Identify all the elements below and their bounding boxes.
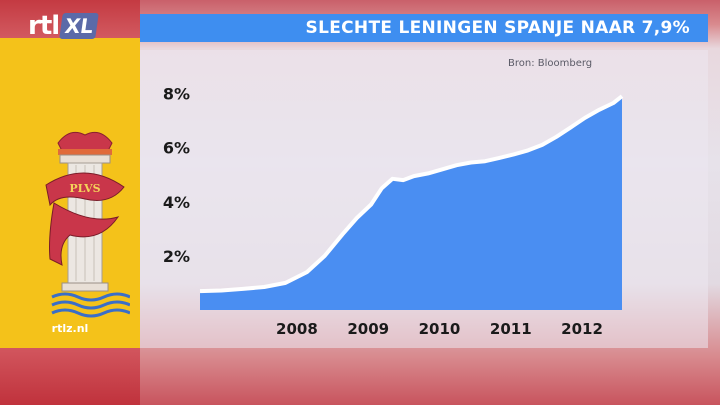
logo-main: rtl	[28, 11, 60, 41]
x-tick-label: 2009	[347, 320, 389, 338]
flag-bottom-stripe	[0, 348, 140, 405]
source-label: Bron: Bloomberg	[508, 58, 593, 69]
series-line	[199, 94, 624, 294]
y-tick-label: 2%	[163, 247, 190, 266]
channel-logo: rtl XL	[28, 10, 100, 42]
site-url: rtlz.nl	[51, 322, 89, 335]
title-bar: SLECHTE LENINGEN SPANJE NAAR 7,9%	[140, 14, 708, 42]
pillar-crest-icon: PLVS	[45, 131, 130, 318]
y-tick-label: 8%	[163, 85, 190, 104]
area-fill	[200, 96, 622, 310]
crest-motto: PLVS	[69, 182, 100, 195]
y-tick-label: 4%	[163, 193, 190, 212]
chart-title: SLECHTE LENINGEN SPANJE NAAR 7,9%	[305, 18, 690, 38]
x-tick-label: 2011	[490, 320, 532, 338]
y-tick-label: 6%	[163, 139, 190, 158]
x-tick-label: 2012	[561, 320, 603, 338]
x-tick-label: 2010	[419, 320, 461, 338]
x-tick-label: 2008	[276, 320, 318, 338]
